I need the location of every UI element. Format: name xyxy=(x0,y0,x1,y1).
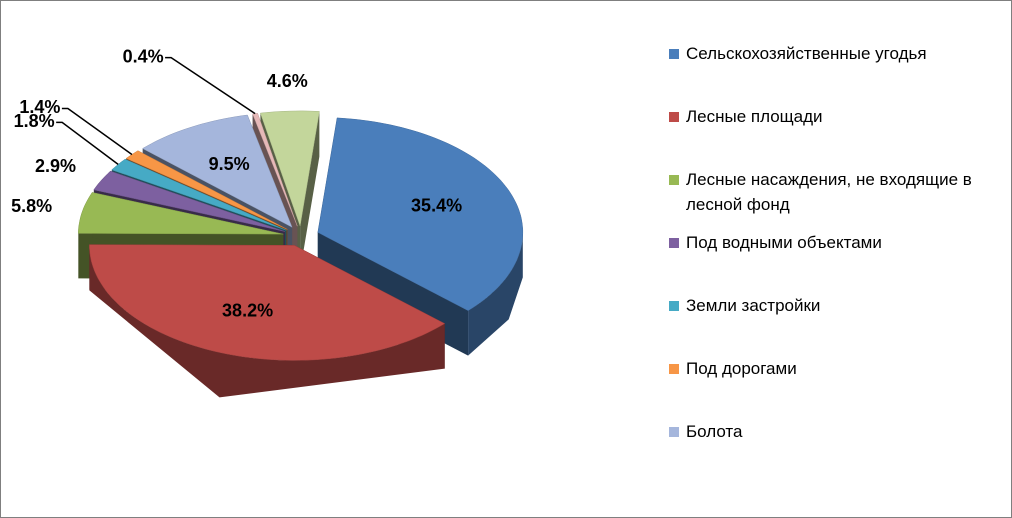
legend-label: Лесные насаждения, не входящие в лесной … xyxy=(686,170,972,214)
slice xyxy=(111,158,287,231)
slice xyxy=(93,170,285,232)
data-label: 35.4% xyxy=(411,196,462,216)
legend-item: Сельскохозяйственные угодья xyxy=(669,41,999,104)
pie-area: 35.4% 38.2% 5.8% 2.9% 1.8%1.4% 9.5% 0.4% 4.6% xyxy=(11,46,524,398)
legend-label: Болота xyxy=(686,422,743,441)
legend-swatch xyxy=(669,112,679,122)
legend-item: Лесные площади xyxy=(669,104,999,167)
legend-item: Под водными объектами xyxy=(669,230,999,293)
data-label: 9.5% xyxy=(209,154,250,174)
legend-label: Под дорогами xyxy=(686,359,797,378)
legend-swatch xyxy=(669,364,679,374)
slice xyxy=(260,110,320,227)
data-label: 38.2% xyxy=(222,300,273,320)
data-label: 1.4% xyxy=(19,97,60,117)
legend-item: Лесные насаждения, не входящие в лесной … xyxy=(669,167,999,230)
legend: Сельскохозяйственные угодья Лесные площад… xyxy=(669,41,999,482)
data-label: 4.6% xyxy=(267,71,308,91)
slice xyxy=(252,113,298,227)
data-label: 0.4% xyxy=(123,46,164,66)
legend-swatch xyxy=(669,301,679,311)
slice xyxy=(89,244,446,361)
legend-item: Болота xyxy=(669,419,999,482)
legend-swatch xyxy=(669,427,679,437)
data-label: 1.8% xyxy=(14,111,55,131)
legend-label: Земли застройки xyxy=(686,296,821,315)
legend-item: Под дорогами xyxy=(669,356,999,419)
legend-label: Под водными объектами xyxy=(686,233,882,252)
legend-item: Земли застройки xyxy=(669,293,999,356)
slice xyxy=(317,117,524,311)
data-label: 5.8% xyxy=(11,196,52,216)
leader-line xyxy=(61,107,133,156)
legend-swatch xyxy=(669,238,679,248)
slice-side xyxy=(89,245,445,398)
legend-label: Лесные площади xyxy=(686,107,823,126)
slice-side xyxy=(468,232,523,356)
leader-line xyxy=(165,56,256,115)
legend-swatch xyxy=(669,49,679,59)
legend-label: Сельскохозяйственные угодья xyxy=(686,44,927,63)
slice xyxy=(142,114,293,228)
slice xyxy=(78,192,284,235)
slice xyxy=(125,150,288,230)
slice-tops: 35.4% 38.2% 5.8% 2.9% 1.8%1.4% 9.5% 0.4% 4.6% xyxy=(11,46,524,361)
data-label: 2.9% xyxy=(35,156,76,176)
leader-line xyxy=(56,121,119,166)
slice-wall xyxy=(300,111,320,271)
legend-swatch xyxy=(669,175,679,185)
